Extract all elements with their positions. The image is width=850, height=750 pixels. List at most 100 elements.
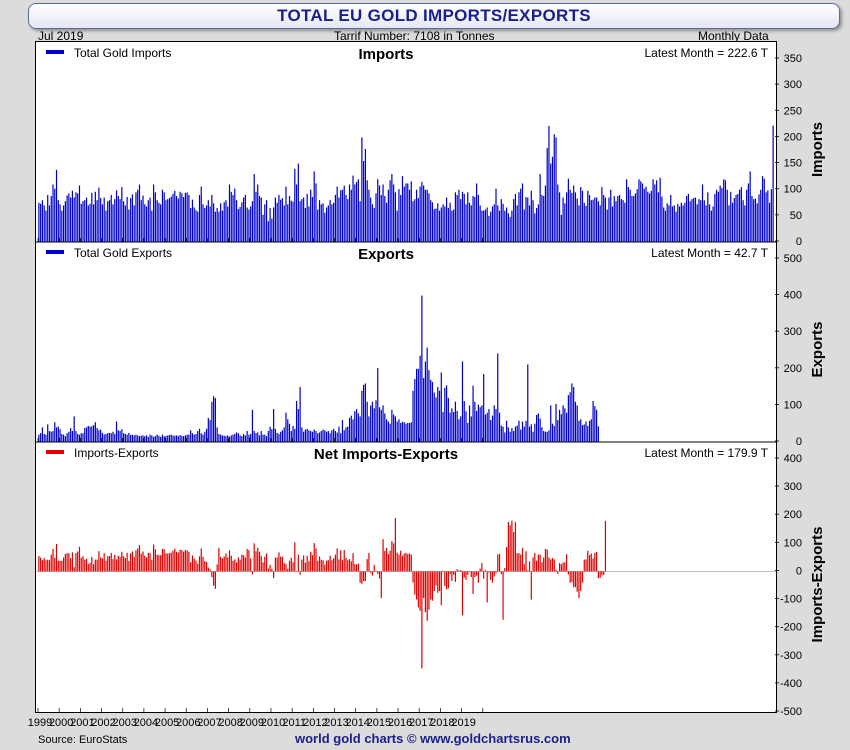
data-bar	[414, 571, 416, 595]
data-bar	[710, 210, 712, 242]
data-bar	[583, 559, 585, 572]
data-bar	[558, 192, 561, 242]
data-bar	[456, 569, 458, 572]
data-bar	[317, 209, 319, 242]
data-bar	[329, 433, 331, 442]
credit-label: world gold charts © www.goldchartsrus.co…	[295, 731, 571, 746]
data-bar	[442, 204, 444, 242]
data-bar	[285, 186, 287, 242]
data-bar	[410, 554, 412, 572]
data-bar	[599, 205, 601, 242]
data-bar	[181, 550, 183, 572]
data-bar	[167, 553, 169, 572]
data-bar	[149, 434, 151, 442]
data-bar	[576, 198, 578, 242]
data-bar	[506, 420, 508, 442]
data-bar	[763, 178, 765, 242]
data-bar	[407, 422, 409, 442]
data-bar	[142, 195, 144, 242]
data-bar	[303, 555, 305, 572]
data-bar	[168, 198, 171, 242]
data-bar	[393, 184, 395, 242]
data-bar	[765, 192, 767, 242]
data-bar	[140, 553, 142, 572]
data-bar	[211, 194, 213, 242]
data-bar	[45, 434, 47, 442]
tariff-label: Tarrif Number: 7108 in Tonnes	[334, 29, 495, 43]
data-bar	[738, 189, 741, 242]
data-bar	[648, 193, 651, 242]
data-bar	[398, 554, 400, 572]
data-bar	[578, 571, 580, 599]
data-bar	[66, 433, 68, 442]
data-bar	[364, 383, 367, 442]
data-bar	[580, 419, 582, 442]
data-bar	[509, 431, 511, 442]
data-bar	[391, 409, 393, 442]
data-bar	[55, 427, 58, 442]
data-bar	[61, 210, 63, 242]
data-bar	[75, 553, 77, 572]
data-bar	[184, 192, 186, 242]
data-bar	[168, 435, 171, 442]
data-bar	[57, 560, 59, 572]
data-bar	[241, 554, 243, 572]
x-tick-label: 2003	[112, 717, 136, 729]
data-bar	[527, 364, 529, 442]
data-bar	[618, 194, 621, 242]
data-bar	[38, 202, 40, 242]
data-bar	[364, 571, 367, 581]
data-bar	[234, 559, 236, 572]
data-bar	[191, 555, 194, 572]
data-bar	[108, 555, 111, 572]
data-bar	[500, 199, 502, 242]
data-bar	[537, 204, 539, 242]
data-bar	[183, 551, 185, 572]
data-bar	[558, 409, 561, 442]
data-bar	[347, 199, 349, 242]
data-bar	[363, 160, 365, 242]
data-bar	[174, 435, 176, 442]
data-bar	[400, 194, 402, 242]
data-bar	[100, 198, 102, 242]
data-bar	[241, 202, 243, 242]
data-bar	[52, 431, 54, 442]
data-bar	[394, 416, 397, 442]
data-bar	[290, 557, 292, 572]
data-bar	[161, 548, 164, 572]
data-bar	[451, 408, 453, 442]
frequency-label: Monthly Data	[698, 29, 769, 43]
data-bar	[329, 200, 331, 242]
data-bar	[576, 405, 578, 442]
data-bar	[299, 571, 301, 575]
data-bar	[433, 392, 435, 442]
data-bar	[153, 436, 155, 442]
data-bar	[43, 205, 45, 242]
data-bar	[546, 549, 548, 572]
data-bar	[359, 416, 361, 442]
data-bar	[384, 195, 386, 242]
data-bar	[57, 200, 59, 242]
data-bar	[657, 192, 659, 242]
data-bar	[566, 412, 568, 442]
data-bar	[569, 189, 571, 242]
data-bar	[553, 559, 555, 572]
data-bar	[770, 189, 772, 242]
data-bar	[592, 558, 594, 572]
data-bar	[211, 401, 213, 442]
data-bar	[304, 429, 306, 442]
data-bar	[318, 200, 321, 242]
data-bar	[174, 190, 176, 242]
data-bar	[340, 550, 342, 572]
data-bar	[228, 550, 231, 572]
data-bar	[588, 555, 591, 572]
data-bar	[250, 558, 252, 572]
data-bar	[253, 543, 255, 572]
data-bar	[43, 433, 45, 442]
data-bar	[292, 425, 294, 442]
data-bar	[278, 194, 280, 242]
data-bar	[493, 405, 495, 442]
data-bar	[101, 558, 104, 572]
data-bar	[184, 550, 186, 572]
data-bar	[124, 433, 126, 442]
